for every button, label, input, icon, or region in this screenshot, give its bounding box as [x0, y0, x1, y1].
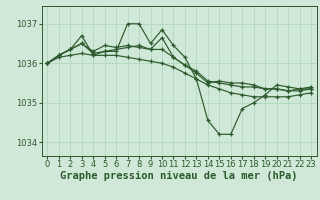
X-axis label: Graphe pression niveau de la mer (hPa): Graphe pression niveau de la mer (hPa) [60, 171, 298, 181]
